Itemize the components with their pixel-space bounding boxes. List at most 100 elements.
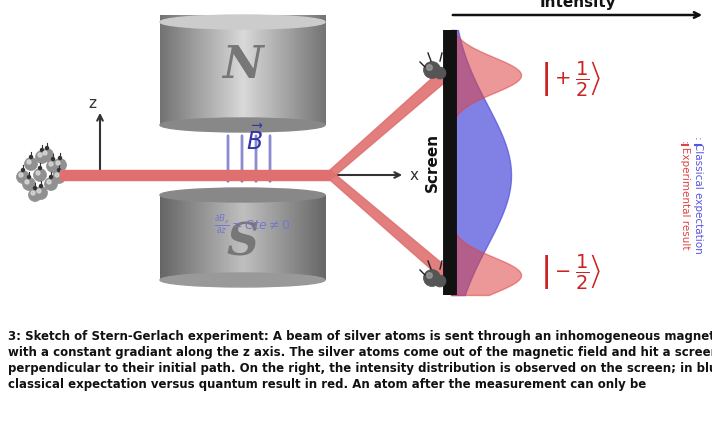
Bar [213, 195, 215, 280]
Bar [293, 195, 295, 280]
Bar [318, 15, 320, 125]
Bar [183, 195, 185, 280]
Text: with a constant gradiant along the z axis. The silver atoms come out of the magn: with a constant gradiant along the z axi… [8, 346, 712, 359]
Bar [163, 15, 165, 125]
Bar [305, 15, 308, 125]
Bar [182, 195, 184, 280]
Bar [290, 15, 293, 125]
Circle shape [36, 171, 40, 175]
Bar [288, 15, 290, 125]
Circle shape [53, 170, 66, 184]
Circle shape [36, 150, 48, 163]
Bar [208, 195, 210, 280]
Circle shape [27, 160, 31, 164]
Circle shape [47, 180, 51, 184]
Bar [312, 15, 314, 125]
Bar [192, 195, 194, 280]
Bar [266, 15, 268, 125]
Bar [168, 15, 170, 125]
Bar [189, 15, 192, 125]
Bar [307, 15, 309, 125]
Bar [175, 195, 177, 280]
Bar [162, 15, 164, 125]
Bar [320, 15, 323, 125]
Bar [282, 195, 284, 280]
Bar [312, 195, 314, 280]
Bar [279, 195, 281, 280]
Bar [204, 15, 206, 125]
Bar [297, 15, 299, 125]
Bar [203, 15, 205, 125]
Bar [233, 15, 235, 125]
Bar [269, 15, 271, 125]
Bar [254, 15, 256, 125]
Bar [261, 195, 263, 280]
Circle shape [41, 149, 43, 152]
Bar [307, 195, 309, 280]
Bar [226, 15, 228, 125]
Text: N: N [222, 44, 263, 87]
Text: $\left|+\dfrac{1}{2}\right\rangle$: $\left|+\dfrac{1}{2}\right\rangle$ [540, 59, 602, 97]
Bar [182, 15, 184, 125]
Bar [262, 15, 264, 125]
Bar [286, 15, 288, 125]
Bar [271, 195, 273, 280]
Bar [188, 195, 190, 280]
Bar [281, 195, 283, 280]
Circle shape [37, 189, 41, 193]
Bar [197, 195, 199, 280]
Bar [259, 195, 261, 280]
Bar [198, 15, 200, 125]
Bar [271, 15, 273, 125]
Circle shape [23, 177, 36, 191]
Circle shape [424, 270, 441, 287]
Bar [167, 15, 169, 125]
Polygon shape [60, 170, 330, 180]
Bar [295, 15, 298, 125]
Bar [322, 195, 324, 280]
Bar [224, 195, 226, 280]
Bar [249, 195, 251, 280]
Bar [288, 195, 290, 280]
Bar [300, 15, 303, 125]
Circle shape [46, 146, 48, 149]
Bar [254, 195, 256, 280]
Bar [163, 195, 165, 280]
Circle shape [41, 149, 53, 162]
Bar [293, 15, 295, 125]
Bar [259, 15, 261, 125]
Bar [162, 195, 164, 280]
Bar [264, 15, 266, 125]
Bar [276, 195, 278, 280]
Bar [252, 15, 255, 125]
Bar [168, 195, 170, 280]
Bar [323, 15, 325, 125]
Bar [298, 195, 300, 280]
Bar [318, 195, 320, 280]
Circle shape [24, 157, 38, 170]
Bar [208, 15, 210, 125]
Bar [180, 195, 182, 280]
Bar [310, 15, 313, 125]
Bar [223, 15, 225, 125]
Bar [241, 15, 243, 125]
Bar [287, 195, 289, 280]
Bar [203, 195, 205, 280]
Bar [267, 15, 269, 125]
Text: 3: Sketch of Stern-Gerlach experiment: A beam of silver atoms is sent through an: 3: Sketch of Stern-Gerlach experiment: A… [8, 330, 712, 343]
Text: Screen: Screen [424, 133, 439, 192]
Bar [298, 15, 300, 125]
Bar [211, 195, 214, 280]
Circle shape [33, 169, 46, 181]
Bar [322, 15, 324, 125]
Bar [188, 15, 190, 125]
Circle shape [58, 169, 61, 171]
Bar [214, 15, 216, 125]
Circle shape [43, 151, 47, 155]
Circle shape [426, 65, 432, 70]
Bar [308, 15, 310, 125]
Bar [251, 195, 253, 280]
Bar [292, 195, 294, 280]
Text: $\left|-\dfrac{1}{2}\right\rangle$: $\left|-\dfrac{1}{2}\right\rangle$ [540, 253, 602, 291]
Bar [287, 15, 289, 125]
